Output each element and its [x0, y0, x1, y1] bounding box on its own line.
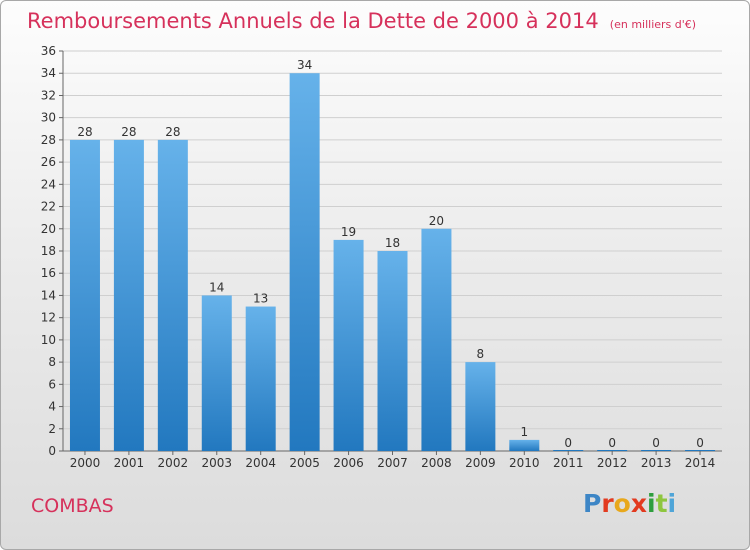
- title-row: Remboursements Annuels de la Dette de 20…: [27, 9, 696, 33]
- data-label: 28: [77, 125, 92, 139]
- y-tick-label: 26: [41, 155, 56, 169]
- data-label: 0: [696, 436, 704, 450]
- y-tick-label: 18: [41, 244, 56, 258]
- logo-letter: i: [647, 489, 656, 518]
- bar-2011: [553, 450, 584, 451]
- bar-2012: [597, 450, 628, 451]
- y-tick-label: 16: [41, 266, 56, 280]
- bar-2007: [377, 251, 408, 451]
- data-label: 0: [608, 436, 616, 450]
- y-tick-label: 36: [41, 44, 56, 58]
- y-tick-label: 32: [41, 88, 56, 102]
- data-label: 13: [253, 292, 268, 306]
- bar-2014: [685, 450, 716, 451]
- bars: [69, 73, 716, 451]
- data-label: 8: [477, 347, 485, 361]
- x-tick-label: 2003: [201, 456, 232, 470]
- x-tick-label: 2014: [685, 456, 716, 470]
- y-tick-label: 8: [48, 355, 56, 369]
- logo-letter: r: [601, 489, 614, 518]
- data-label: 20: [429, 214, 444, 228]
- bar-2010: [509, 439, 540, 451]
- chart-title: Remboursements Annuels de la Dette de 20…: [27, 9, 599, 33]
- proxiti-logo[interactable]: Proxiti: [583, 489, 676, 518]
- x-tick-label: 2004: [245, 456, 276, 470]
- y-tick-label: 20: [41, 222, 56, 236]
- y-tick-label: 30: [41, 111, 56, 125]
- bar-2003: [201, 295, 232, 451]
- logo-letter: x: [630, 489, 647, 518]
- x-tick-label: 2006: [333, 456, 364, 470]
- commune-name: COMBAS: [31, 495, 114, 517]
- bar-2001: [113, 139, 144, 451]
- x-tick-label: 2007: [377, 456, 408, 470]
- bar-2006: [333, 239, 364, 451]
- y-tick-label: 24: [41, 177, 56, 191]
- y-tick-label: 34: [41, 66, 56, 80]
- x-tick-label: 2010: [509, 456, 540, 470]
- y-tick-label: 12: [41, 311, 56, 325]
- bar-2002: [157, 139, 188, 451]
- x-tick-label: 2012: [597, 456, 628, 470]
- y-tick-label: 2: [48, 422, 56, 436]
- y-tick-label: 0: [48, 444, 56, 458]
- x-tick-label: 2008: [421, 456, 452, 470]
- logo-letter: o: [613, 489, 631, 518]
- y-tick-label: 14: [41, 288, 56, 302]
- x-tick-label: 2002: [158, 456, 189, 470]
- x-tick-label: 2011: [553, 456, 584, 470]
- x-tick-label: 2009: [465, 456, 496, 470]
- data-label: 19: [341, 225, 356, 239]
- bar-2004: [245, 306, 276, 451]
- data-label: 34: [297, 58, 312, 72]
- x-tick-label: 2001: [114, 456, 145, 470]
- y-tick-label: 4: [48, 400, 56, 414]
- bar-2009: [465, 362, 496, 451]
- logo-letter: P: [583, 489, 602, 518]
- y-tick-label: 6: [48, 377, 56, 391]
- bar-2013: [641, 450, 672, 451]
- logo-letter: t: [655, 489, 668, 518]
- bar-2005: [289, 73, 320, 451]
- data-label: 14: [209, 280, 224, 294]
- y-tick-label: 10: [41, 333, 56, 347]
- data-label: 28: [165, 125, 180, 139]
- logo-letter: i: [667, 489, 677, 518]
- data-label: 0: [652, 436, 660, 450]
- y-tick-label: 22: [41, 200, 56, 214]
- data-label: 18: [385, 236, 400, 250]
- x-tick-label: 2013: [641, 456, 672, 470]
- x-tick-label: 2005: [289, 456, 320, 470]
- bar-2008: [421, 228, 452, 451]
- data-label: 0: [564, 436, 572, 450]
- x-tick-label: 2000: [70, 456, 101, 470]
- data-labels: 2000282001282002282003142004132005342006…: [70, 58, 716, 470]
- bar-2000: [69, 139, 100, 451]
- data-label: 28: [121, 125, 136, 139]
- chart-unit-label: (en milliers d'€): [609, 18, 697, 31]
- data-label: 1: [520, 425, 528, 439]
- y-tick-label: 28: [41, 133, 56, 147]
